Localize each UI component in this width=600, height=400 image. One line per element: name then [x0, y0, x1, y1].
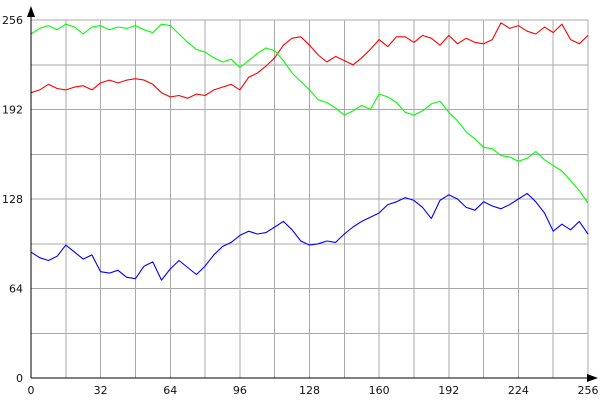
- x-tick-label: 0: [28, 384, 35, 397]
- axes: [27, 6, 598, 382]
- x-tick-label: 224: [508, 384, 529, 397]
- y-tick-label: 64: [9, 283, 23, 296]
- series-2-line: [30, 23, 589, 204]
- x-tick-label: 192: [438, 384, 459, 397]
- x-tick-label: 64: [163, 384, 177, 397]
- series-lines: [30, 22, 589, 281]
- grid-lines: [30, 19, 589, 379]
- x-tick-label: 128: [299, 384, 320, 397]
- y-axis-arrow-icon: [27, 6, 35, 17]
- x-tick-label: 256: [578, 384, 599, 397]
- y-tick-label: 256: [2, 14, 23, 27]
- y-tick-label: 192: [2, 104, 23, 117]
- y-tick-label: 0: [16, 372, 23, 385]
- x-tick-label: 32: [94, 384, 108, 397]
- tick-labels: 0 32 64 96 128 160 192 224 256 0 64 128 192 256: [2, 14, 599, 397]
- series-1-line: [30, 22, 589, 99]
- x-tick-label: 96: [233, 384, 247, 397]
- x-axis-arrow-icon: [587, 374, 598, 382]
- series-3-line: [30, 192, 589, 281]
- y-tick-label: 128: [2, 193, 23, 206]
- x-tick-label: 160: [369, 384, 390, 397]
